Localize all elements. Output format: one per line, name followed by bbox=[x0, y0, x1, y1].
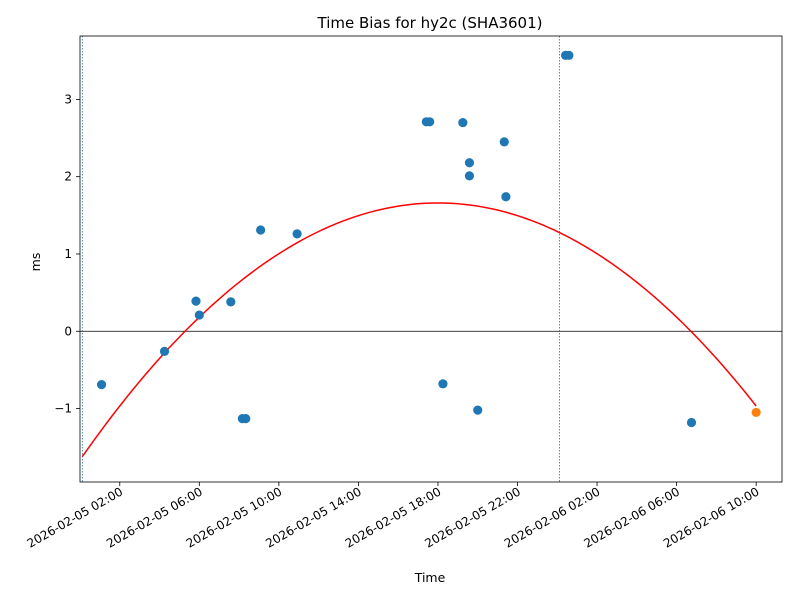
data-point bbox=[256, 225, 266, 235]
data-point bbox=[464, 158, 475, 168]
data-point bbox=[194, 310, 204, 320]
chart-title: Time Bias for hy2c (SHA3601) bbox=[317, 14, 543, 32]
data-point bbox=[473, 405, 483, 415]
y-tick-label: −1 bbox=[54, 402, 72, 416]
data-point bbox=[464, 171, 475, 181]
y-tick-label: 2 bbox=[64, 170, 72, 184]
data-point bbox=[226, 297, 236, 307]
fit-curve bbox=[81, 202, 757, 458]
x-axis-label: Time bbox=[414, 570, 446, 585]
data-point bbox=[292, 229, 302, 239]
data-point bbox=[159, 346, 170, 356]
plot-area bbox=[80, 36, 782, 482]
latest-data-point bbox=[751, 407, 761, 418]
data-point bbox=[686, 417, 697, 428]
data-point bbox=[501, 192, 511, 202]
data-point bbox=[191, 296, 201, 306]
data-point bbox=[458, 117, 468, 128]
data-point bbox=[438, 379, 448, 389]
y-tick-label: 0 bbox=[64, 324, 72, 338]
data-point bbox=[499, 137, 509, 147]
y-tick-label: 3 bbox=[64, 92, 72, 106]
data-point bbox=[564, 50, 574, 60]
plot-clip-group bbox=[80, 36, 782, 482]
data-point bbox=[425, 117, 435, 127]
plot-frame bbox=[79, 35, 783, 483]
y-axis-label: ms bbox=[28, 253, 43, 272]
data-point bbox=[96, 380, 107, 390]
data-point bbox=[241, 414, 251, 424]
y-tick-label: 1 bbox=[64, 247, 72, 261]
